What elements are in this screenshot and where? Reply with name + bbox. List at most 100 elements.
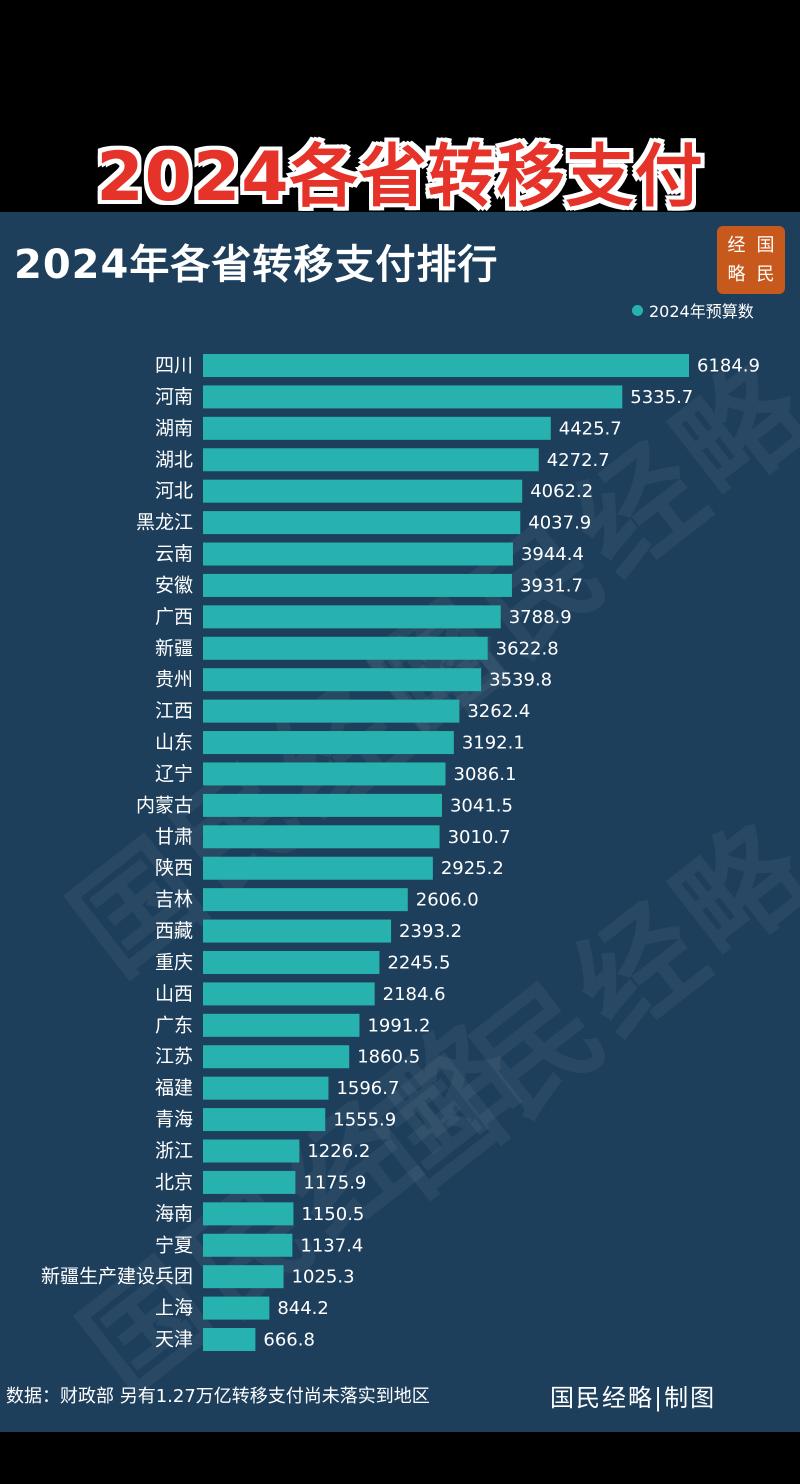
- category-label: 四川: [155, 355, 193, 377]
- bar: [203, 448, 539, 472]
- category-label: 西藏: [155, 920, 193, 942]
- category-label: 湖北: [155, 449, 193, 471]
- bar: [203, 636, 488, 660]
- category-label: 吉林: [155, 889, 193, 911]
- value-label: 1860.5: [357, 1047, 420, 1068]
- legend: 2024年预算数: [632, 300, 754, 321]
- category-label: 广东: [155, 1014, 193, 1036]
- category-label: 天津: [155, 1329, 193, 1351]
- category-label: 内蒙古: [136, 794, 193, 816]
- value-label: 3192.1: [462, 733, 525, 754]
- value-label: 2184.6: [383, 984, 446, 1005]
- value-label: 4062.2: [530, 481, 593, 502]
- bar: [203, 888, 408, 912]
- category-label: 广西: [155, 606, 193, 628]
- category-label: 江西: [155, 700, 193, 722]
- value-label: 1555.9: [333, 1110, 396, 1131]
- brand-seal-logo: 经 国 略 民: [717, 226, 785, 294]
- category-label: 重庆: [155, 951, 193, 973]
- bar: [203, 731, 454, 755]
- bar: [203, 1108, 326, 1132]
- value-label: 2925.2: [441, 858, 504, 879]
- bar: [203, 825, 440, 849]
- category-label: 贵州: [155, 669, 193, 691]
- value-label: 1137.4: [300, 1235, 363, 1256]
- value-label: 2606.0: [416, 890, 479, 911]
- value-label: 3931.7: [520, 575, 583, 596]
- bar: [203, 1170, 296, 1194]
- bar: [203, 1328, 256, 1352]
- bar: [203, 1265, 284, 1289]
- bar: [203, 1013, 360, 1037]
- bar: [203, 573, 512, 597]
- category-label: 上海: [155, 1297, 193, 1319]
- value-label: 5335.7: [630, 387, 693, 408]
- bar: [203, 605, 501, 629]
- category-label: 海南: [155, 1203, 193, 1225]
- value-label: 1596.7: [336, 1078, 399, 1099]
- bar-chart: 四川 6184.9 河南 5335.7 湖南 4425.7 湖北 4272.7 河北 4062.2…: [41, 354, 760, 1352]
- bar: [203, 699, 460, 723]
- value-label: 3086.1: [454, 764, 517, 785]
- value-label: 3010.7: [448, 827, 511, 848]
- category-label: 陕西: [155, 857, 193, 879]
- value-label: 3622.8: [496, 638, 559, 659]
- value-label: 3262.4: [467, 701, 530, 722]
- bar: [203, 479, 523, 503]
- value-label: 2393.2: [399, 921, 462, 942]
- category-label: 云南: [155, 543, 193, 565]
- category-label: 河南: [155, 386, 193, 408]
- category-label: 江苏: [155, 1046, 193, 1068]
- bar: [203, 1045, 350, 1069]
- bar: [203, 950, 380, 974]
- value-label: 1175.9: [303, 1172, 366, 1193]
- category-label: 湖南: [155, 417, 193, 439]
- value-label: 4037.9: [528, 513, 591, 534]
- value-label: 2245.5: [387, 952, 450, 973]
- seal-char: 略: [727, 263, 746, 285]
- value-label: 4425.7: [559, 418, 622, 439]
- category-label: 新疆生产建设兵团: [41, 1266, 193, 1288]
- bar: [203, 511, 521, 535]
- value-label: 1150.5: [301, 1204, 364, 1225]
- seal-char: 国: [756, 234, 775, 256]
- value-label: 1991.2: [367, 1015, 430, 1036]
- category-label: 北京: [155, 1171, 193, 1193]
- category-label: 辽宁: [155, 763, 193, 785]
- category-label: 河北: [155, 480, 193, 502]
- chart-title: 2024年各省转移支付排行: [14, 242, 499, 288]
- bar: [203, 1296, 270, 1320]
- header-title: 2024各省转移支付: [96, 138, 704, 217]
- category-label: 山西: [155, 983, 193, 1005]
- value-label: 3539.8: [489, 670, 552, 691]
- credit-text: 国民经略|制图: [550, 1384, 717, 1412]
- category-label: 福建: [155, 1077, 193, 1099]
- category-label: 新疆: [155, 637, 193, 659]
- category-label: 山东: [155, 732, 193, 754]
- category-label: 黑龙江: [136, 512, 193, 534]
- seal-char: 民: [756, 263, 775, 285]
- bar: [203, 856, 433, 880]
- category-label: 浙江: [155, 1140, 193, 1162]
- value-label: 844.2: [277, 1298, 329, 1319]
- value-label: 3041.5: [450, 795, 513, 816]
- value-label: 1025.3: [292, 1267, 355, 1288]
- bar: [203, 416, 551, 440]
- bar: [203, 542, 513, 566]
- seal-char: 经: [727, 234, 746, 256]
- chart-panel: 国民经略 国民经略 国民经略 国民经略 2024年各省转移支付排行 经 国 略 …: [0, 212, 800, 1432]
- bar: [203, 1202, 294, 1226]
- legend-swatch: [632, 304, 643, 316]
- value-label: 6184.9: [697, 356, 760, 377]
- legend-label: 2024年预算数: [649, 302, 754, 321]
- value-label: 3944.4: [521, 544, 584, 565]
- value-label: 3788.9: [509, 607, 572, 628]
- bar: [203, 668, 482, 692]
- bar: [203, 1139, 300, 1163]
- bar: [203, 1233, 293, 1257]
- source-note: 数据：财政部 另有1.27万亿转移支付尚未落实到地区: [6, 1386, 430, 1407]
- bar: [203, 919, 392, 943]
- bar: [203, 793, 442, 817]
- value-label: 4272.7: [547, 450, 610, 471]
- category-label: 甘肃: [155, 826, 193, 848]
